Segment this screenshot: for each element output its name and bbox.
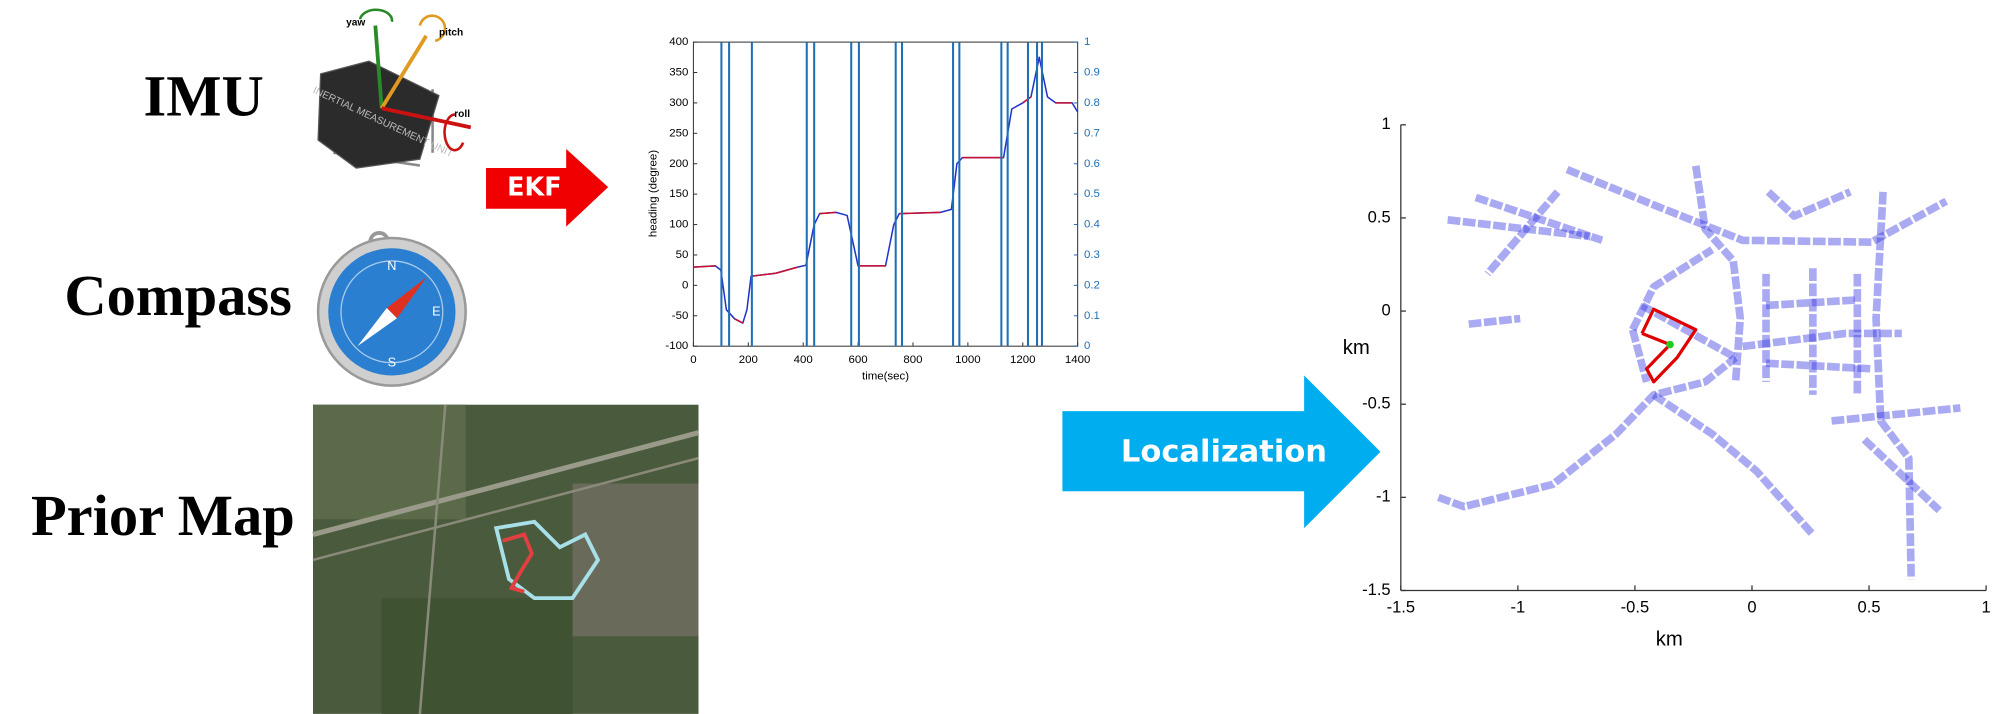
svg-text:pitch: pitch xyxy=(439,28,463,39)
y2-tick-label: 0.2 xyxy=(1084,279,1100,291)
x-tick-label: 0 xyxy=(1747,598,1756,617)
satellite-map xyxy=(313,405,699,714)
y-tick-label: 250 xyxy=(669,127,688,139)
y-tick-label: 350 xyxy=(669,67,688,79)
y-tick-label: -1 xyxy=(1376,487,1391,506)
y2-tick-label: 0.3 xyxy=(1084,249,1100,261)
x-tick-label: 600 xyxy=(849,354,868,366)
x-tick-label: 0.5 xyxy=(1858,598,1881,617)
y2-tick-label: 0.1 xyxy=(1084,310,1100,322)
prior-map-label: Prior Map xyxy=(31,483,295,548)
ekf-label: EKF xyxy=(507,171,561,201)
x-tick-label: 800 xyxy=(903,354,922,366)
x-tick-label: 1000 xyxy=(955,354,980,366)
y-tick-label: -1.5 xyxy=(1362,580,1391,599)
y-tick-label: 1 xyxy=(1381,114,1390,133)
x-tick-label: 1 xyxy=(1981,598,1990,617)
compass-label: Compass xyxy=(64,263,292,328)
svg-text:roll: roll xyxy=(454,109,470,120)
road xyxy=(1832,408,1961,421)
road xyxy=(1642,305,1736,357)
map-y-label: km xyxy=(1343,337,1370,359)
x-tick-label: -1.5 xyxy=(1387,598,1416,617)
y2-tick-label: 0 xyxy=(1084,340,1090,352)
y2-tick-label: 0.9 xyxy=(1084,67,1100,79)
x-tick-label: -0.5 xyxy=(1621,598,1650,617)
y-tick-label: 0.5 xyxy=(1368,207,1391,226)
localization-label: Localization xyxy=(1121,435,1327,470)
svg-text:S: S xyxy=(388,355,396,370)
svg-text:N: N xyxy=(387,258,396,273)
road xyxy=(1768,192,1850,216)
y-tick-label: 300 xyxy=(669,97,688,109)
y-tick-label: 150 xyxy=(669,188,688,200)
y-tick-label: 100 xyxy=(669,219,688,231)
imu-icon: INERTIAL MEASUREMENT UNIT yaw pitch roll xyxy=(311,10,471,168)
y-tick-label: 200 xyxy=(669,158,688,170)
y2-tick-label: 0.6 xyxy=(1084,158,1100,170)
road xyxy=(1469,319,1521,325)
y-tick-label: -100 xyxy=(665,340,688,352)
road xyxy=(1438,358,1735,507)
road xyxy=(1633,330,1647,382)
road xyxy=(1567,170,1946,243)
y2-tick-label: 0.8 xyxy=(1084,97,1100,109)
road xyxy=(1654,395,1813,535)
y-tick-label: 0 xyxy=(682,279,688,291)
x-tick-label: 0 xyxy=(690,354,696,366)
map-x-label: km xyxy=(1656,628,1683,650)
y-tick-label: 400 xyxy=(669,36,688,48)
heading-y-label: heading (degree) xyxy=(648,150,660,237)
y-tick-label: -0.5 xyxy=(1362,394,1391,413)
y-tick-label: 50 xyxy=(676,249,689,261)
y-tick-label: -50 xyxy=(672,310,689,322)
heading-x-label: time(sec) xyxy=(862,370,909,382)
compass-icon: N E S xyxy=(318,233,466,386)
svg-text:E: E xyxy=(432,304,440,319)
imu-label: IMU xyxy=(143,63,263,128)
y2-tick-label: 0.4 xyxy=(1084,219,1101,231)
position xyxy=(1666,341,1674,349)
x-tick-label: 1400 xyxy=(1065,354,1090,366)
x-tick-label: 400 xyxy=(794,354,813,366)
x-tick-label: 200 xyxy=(739,354,758,366)
x-tick-label: -1 xyxy=(1511,598,1526,617)
x-tick-label: 1200 xyxy=(1010,354,1035,366)
road xyxy=(1876,192,1911,579)
y2-tick-label: 0.5 xyxy=(1084,188,1100,200)
diagram: IMU Compass Prior Map INERTIAL MEASUREME… xyxy=(0,0,1995,714)
y-tick-label: 0 xyxy=(1381,300,1390,319)
y2-tick-label: 1 xyxy=(1084,36,1090,48)
svg-text:yaw: yaw xyxy=(346,18,365,29)
y2-tick-label: 0.7 xyxy=(1084,127,1100,139)
